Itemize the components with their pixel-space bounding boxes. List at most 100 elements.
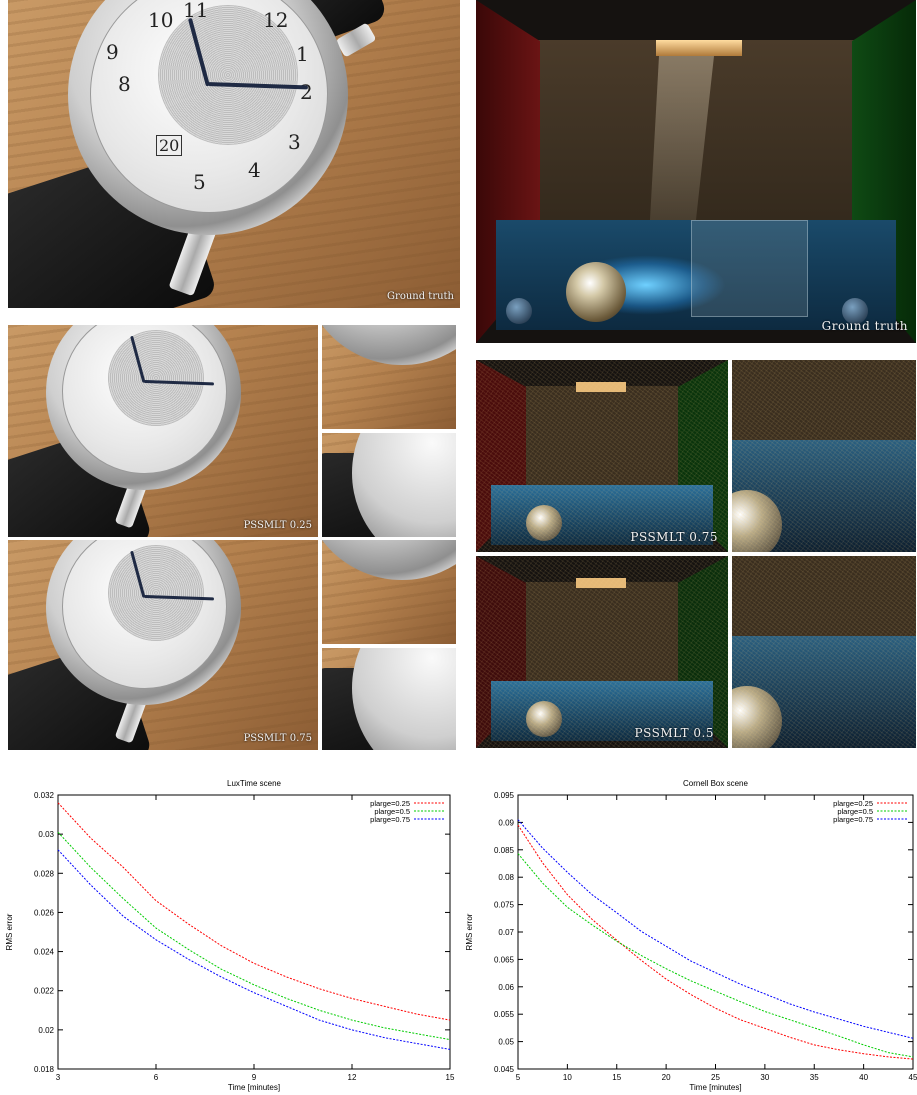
y-tick-label: 0.08 [498, 873, 514, 882]
watch-pssmlt-075-image: PSSMLT 0.75 [8, 540, 318, 750]
watch-case-crop [352, 648, 456, 750]
render-noise [732, 360, 916, 552]
x-tick-label: 10 [563, 1073, 572, 1082]
y-tick-label: 0.075 [494, 901, 515, 910]
x-axis-label: Time [minutes] [689, 1083, 741, 1092]
legend-label: plarge=0.75 [833, 815, 873, 824]
watch-crop-025-a [322, 325, 456, 429]
caption-ground-truth: Ground truth [387, 291, 454, 302]
caption-pssmlt-075: PSSMLT 0.75 [630, 530, 718, 544]
x-axis-label: Time [minutes] [228, 1083, 280, 1092]
watch-crop-075-a [322, 540, 456, 644]
x-tick-label: 45 [909, 1073, 917, 1082]
cornell-glass-sphere [526, 505, 562, 541]
y-tick-label: 0.03 [38, 830, 54, 839]
chart-title: LuxTime scene [227, 779, 282, 788]
cornell-crop-075 [732, 360, 916, 552]
watch-numeral: 1 [296, 42, 309, 66]
watch-numeral: 12 [263, 8, 289, 32]
cornell-back-wall [732, 360, 916, 450]
x-tick-label: 40 [859, 1073, 868, 1082]
watch-pssmlt-025-image: PSSMLT 0.25 [8, 325, 318, 537]
cornell-small-sphere [842, 298, 868, 324]
watch-crop-025-b [322, 433, 456, 537]
x-tick-label: 6 [154, 1073, 159, 1082]
watch-ground-truth-image: 10 11 12 1 2 3 4 5 8 9 20 Ground truth [8, 0, 460, 308]
cornell-ceiling-light [656, 40, 742, 56]
y-tick-label: 0.028 [34, 869, 55, 878]
cornell-crop-05 [732, 556, 916, 748]
render-noise [732, 556, 916, 748]
caption-pssmlt-05: PSSMLT 0.5 [634, 726, 714, 740]
chart-title: Cornell Box scene [683, 779, 748, 788]
watch-inner-dial [158, 5, 298, 145]
cornell-chart-group: Cornell Box scene 5 10 15 20 25 30 35 40 45 0.045 0… [465, 779, 917, 1092]
y-tick-label: 0.06 [498, 983, 514, 992]
caption-pssmlt-025: PSSMLT 0.25 [243, 520, 312, 531]
cornell-pssmlt-05-image: PSSMLT 0.5 [476, 556, 728, 748]
y-tick-label: 0.065 [494, 955, 515, 964]
watch-numeral: 2 [300, 80, 313, 104]
series-line-plarge=0.5 [57, 831, 451, 1041]
y-tick-label: 0.018 [34, 1065, 55, 1074]
watch-date-window: 20 [156, 135, 183, 156]
watch-crop-075-b [322, 648, 456, 750]
y-tick-label: 0.09 [498, 818, 514, 827]
cornell-glass-sphere [526, 701, 562, 737]
cornell-ground-truth-image: Ground truth [476, 0, 916, 343]
x-tick-label: 12 [348, 1073, 357, 1082]
y-tick-label: 0.07 [498, 928, 514, 937]
series-line-plarge=0.75 [517, 819, 914, 1039]
y-tick-label: 0.095 [494, 791, 515, 800]
watch-numeral: 10 [148, 8, 174, 32]
caption-ground-truth: Ground truth [821, 319, 908, 333]
y-tick-label: 0.05 [498, 1038, 514, 1047]
cornell-pssmlt-075-image: PSSMLT 0.75 [476, 360, 728, 552]
x-tick-label: 9 [252, 1073, 257, 1082]
watch-numeral: 11 [183, 0, 209, 22]
caption-pssmlt-075: PSSMLT 0.75 [243, 733, 312, 744]
plot-frame [517, 794, 914, 1070]
y-tick-label: 0.085 [494, 846, 515, 855]
y-axis-label: RMS error [5, 913, 14, 950]
y-tick-label: 0.02 [38, 1026, 54, 1035]
y-tick-label: 0.055 [494, 1010, 515, 1019]
x-tick-label: 15 [612, 1073, 621, 1082]
series-line-plarge=0.25 [517, 824, 914, 1060]
render-noise [476, 556, 728, 748]
cornell-small-sphere [506, 298, 532, 324]
watch-case-crop [352, 433, 456, 537]
x-tick-label: 5 [516, 1073, 521, 1082]
cornell-ceiling-light [576, 578, 626, 588]
cornell-ceiling-light [576, 382, 626, 392]
watch-numeral: 3 [288, 130, 301, 154]
watch-numeral: 8 [118, 72, 131, 96]
legend-label: plarge=0.75 [370, 815, 410, 824]
y-tick-label: 0.024 [34, 948, 55, 957]
watch-inner-dial [108, 545, 204, 641]
cornell-glass-box [691, 220, 808, 317]
y-tick-label: 0.026 [34, 908, 55, 917]
watch-case-crop [322, 540, 456, 580]
cornell-back-wall [732, 556, 916, 646]
watch-case-crop [322, 325, 456, 365]
series-line-plarge=0.5 [517, 853, 914, 1058]
x-tick-label: 25 [711, 1073, 720, 1082]
watch-numeral: 4 [248, 158, 261, 182]
x-tick-label: 3 [56, 1073, 61, 1082]
render-noise [476, 360, 728, 552]
legend-label: plarge=0.5 [374, 807, 410, 816]
plot-frame [57, 794, 451, 1070]
watch-inner-dial [108, 330, 204, 426]
legend-label: plarge=0.25 [833, 799, 873, 808]
y-axis-label: RMS error [465, 913, 474, 950]
x-tick-label: 30 [760, 1073, 769, 1082]
watch-numeral: 5 [193, 170, 206, 194]
x-tick-label: 35 [810, 1073, 819, 1082]
x-tick-label: 20 [662, 1073, 671, 1082]
legend-label: plarge=0.25 [370, 799, 410, 808]
x-tick-label: 15 [446, 1073, 455, 1082]
series-line-plarge=0.75 [57, 849, 451, 1050]
y-tick-label: 0.045 [494, 1065, 515, 1074]
y-tick-label: 0.032 [34, 791, 55, 800]
